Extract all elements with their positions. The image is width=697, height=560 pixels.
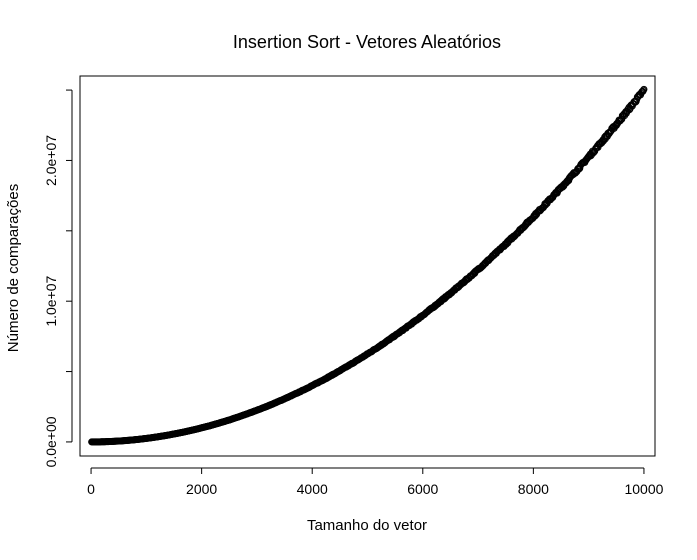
plot-frame bbox=[79, 75, 656, 457]
x-tick-label: 0 bbox=[87, 481, 95, 497]
data-points bbox=[88, 85, 648, 446]
y-axis-label: Número de comparações bbox=[5, 184, 22, 352]
x-tick-label: 8000 bbox=[518, 481, 549, 497]
x-axis-label: Tamanho do vetor bbox=[307, 517, 427, 534]
x-tick-label: 10000 bbox=[624, 481, 663, 497]
x-tick-label: 6000 bbox=[407, 481, 438, 497]
y-tick-label: 1.0e+07 bbox=[43, 275, 59, 326]
y-axis: 0.0e+00 1.0e+07 2.0e+07 bbox=[43, 89, 73, 467]
chart-title: Insertion Sort - Vetores Aleatórios bbox=[233, 32, 501, 52]
x-tick-label: 4000 bbox=[297, 481, 328, 497]
x-axis: 0 2000 4000 6000 8000 10000 bbox=[87, 467, 664, 497]
y-tick-label: 0.0e+00 bbox=[43, 416, 59, 467]
data-point bbox=[640, 85, 648, 93]
y-tick-label: 2.0e+07 bbox=[43, 135, 59, 186]
x-tick-label: 2000 bbox=[186, 481, 217, 497]
